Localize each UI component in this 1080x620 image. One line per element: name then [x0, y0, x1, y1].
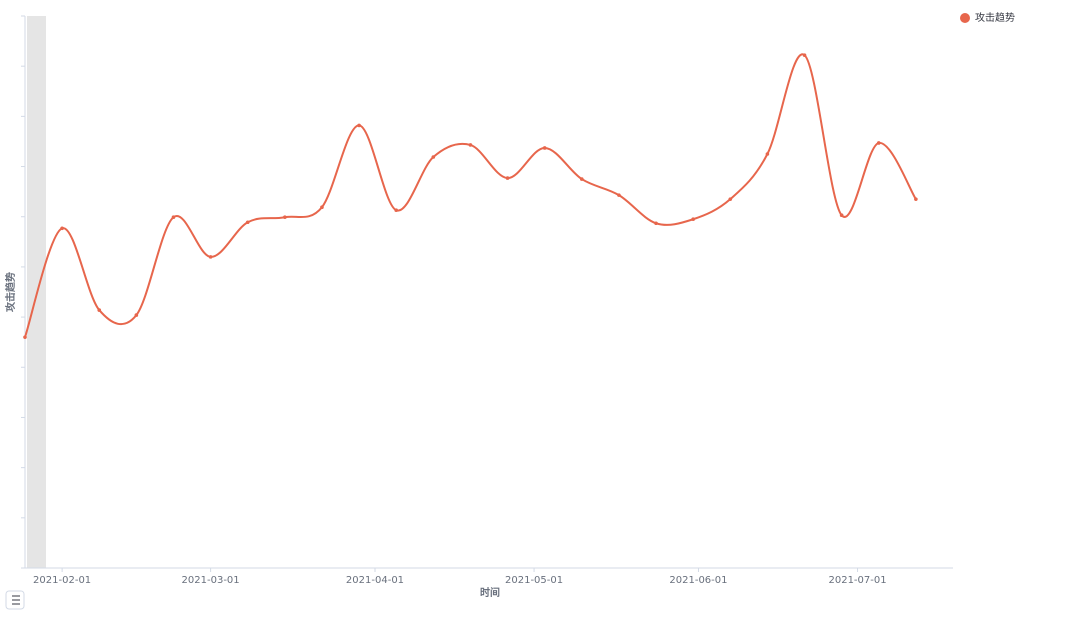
point: [97, 308, 102, 312]
point: [468, 143, 473, 147]
x-tick-label: 2021-06-01: [669, 575, 727, 586]
point: [654, 221, 658, 226]
point: [765, 152, 770, 156]
point: [839, 213, 844, 218]
point: [23, 335, 27, 339]
point: [245, 220, 250, 225]
y-axis-title: 攻击趋势: [4, 272, 17, 312]
point: [431, 155, 436, 159]
x-tick-label: 2021-07-01: [828, 575, 886, 586]
point: [728, 197, 733, 201]
point: [394, 208, 399, 213]
point: [357, 123, 361, 128]
point: [691, 217, 695, 222]
x-tick-label: 2021-02-01: [33, 575, 91, 586]
point: [134, 313, 139, 317]
point: [542, 146, 547, 150]
point: [320, 205, 324, 209]
point: [208, 255, 213, 259]
legend-label: 攻击趋势: [975, 11, 1015, 24]
point: [580, 177, 584, 181]
point: [283, 215, 287, 220]
point: [914, 197, 918, 201]
point: [171, 215, 176, 220]
x-tick-label: 2021-03-01: [182, 575, 240, 586]
line: [24, 53, 917, 338]
point: [60, 226, 64, 231]
x-axis-title: 时间: [480, 586, 500, 599]
legend-toggle-button[interactable]: [5, 590, 25, 610]
point: [876, 141, 881, 145]
point: [617, 193, 621, 197]
x-tick-label: 2021-04-01: [346, 575, 404, 586]
point: [505, 176, 510, 180]
x-tick-label: 2021-05-01: [505, 575, 563, 586]
legend-item[interactable]: 攻击趋势: [960, 11, 1015, 24]
legend-swatch: [960, 13, 970, 23]
point: [802, 53, 807, 57]
